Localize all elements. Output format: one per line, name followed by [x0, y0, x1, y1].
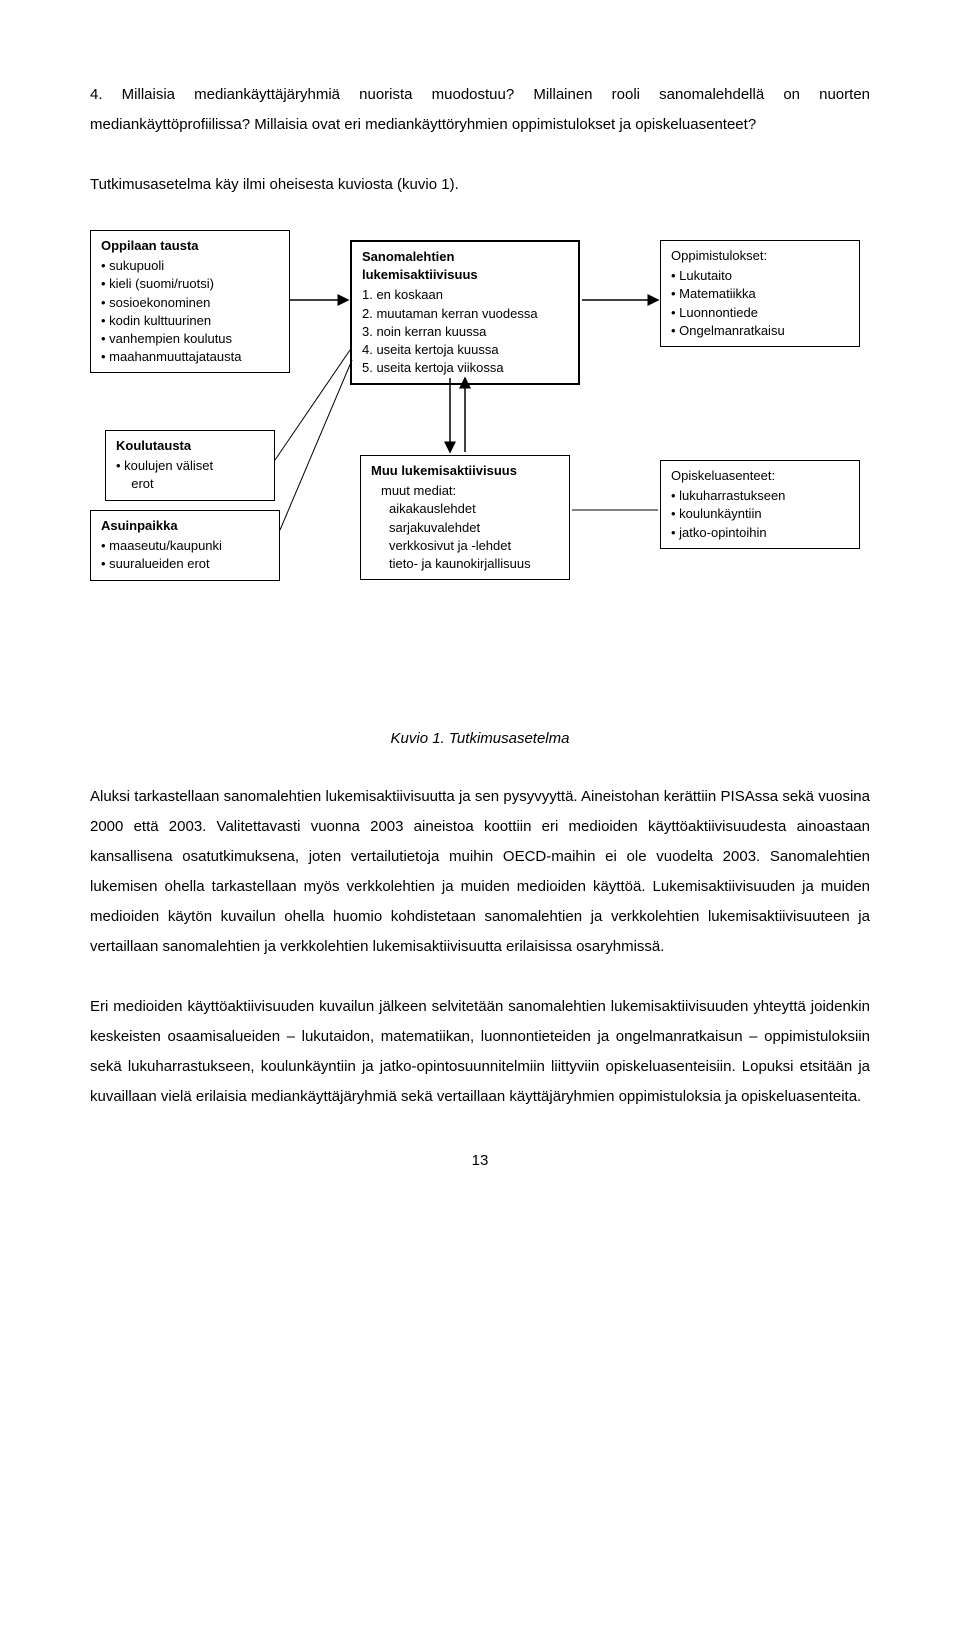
box-oppilaan-tausta: Oppilaan tausta sukupuoli kieli (suomi/r…: [90, 230, 290, 373]
box-item: 2. muutaman kerran vuodessa: [362, 305, 568, 323]
box-item: 1. en koskaan: [362, 286, 568, 304]
box-title: Koulutausta: [116, 437, 264, 455]
box-item: 3. noin kerran kuussa: [362, 323, 568, 341]
box-title: Sanomalehtienlukemisaktiivisuus: [362, 248, 568, 284]
figure-caption: Kuvio 1. Tutkimusasetelma: [90, 730, 870, 747]
box-item: aikakauslehdet: [371, 500, 559, 518]
question-text: Millaisia mediankäyttäjäryhmiä nuorista …: [90, 86, 870, 133]
intro-line: Tutkimusasetelma käy ilmi oheisesta kuvi…: [90, 170, 870, 200]
box-item: sarjakuvalehdet: [371, 519, 559, 537]
box-item: 5. useita kertoja viikossa: [362, 359, 568, 377]
box-item: vanhempien koulutus: [101, 330, 279, 348]
box-item: 4. useita kertoja kuussa: [362, 341, 568, 359]
box-item: sukupuoli: [101, 257, 279, 275]
box-muu-lukemisaktiivisuus: Muu lukemisaktiivisuus muut mediat: aika…: [360, 455, 570, 580]
box-item: kodin kulttuurinen: [101, 312, 279, 330]
box-item: lukuharrastukseen: [671, 487, 849, 505]
box-item: kieli (suomi/ruotsi): [101, 275, 279, 293]
box-item: maaseutu/kaupunki: [101, 537, 269, 555]
box-item: Ongelmanratkaisu: [671, 322, 849, 340]
question-paragraph: 4. Millaisia mediankäyttäjäryhmiä nuoris…: [90, 80, 870, 140]
box-item: Lukutaito: [671, 267, 849, 285]
box-item: suuralueiden erot: [101, 555, 269, 573]
box-item: verkkosivut ja -lehdet: [371, 537, 559, 555]
box-item: koulujen väliset erot: [116, 457, 264, 493]
box-item: sosioekonominen: [101, 294, 279, 312]
research-diagram: Oppilaan tausta sukupuoli kieli (suomi/r…: [90, 230, 870, 710]
box-item: koulunkäyntiin: [671, 505, 849, 523]
box-item: Luonnontiede: [671, 304, 849, 322]
box-item: Matematiikka: [671, 285, 849, 303]
box-sub: muut mediat:: [371, 482, 559, 500]
body-paragraph-2: Eri medioiden käyttöaktiivisuuden kuvail…: [90, 992, 870, 1112]
box-item: jatko-opintoihin: [671, 524, 849, 542]
question-number: 4.: [90, 86, 103, 103]
box-asuinpaikka: Asuinpaikka maaseutu/kaupunki suuralueid…: [90, 510, 280, 581]
box-item: tieto- ja kaunokirjallisuus: [371, 555, 559, 573]
box-sanomalehtien: Sanomalehtienlukemisaktiivisuus 1. en ko…: [350, 240, 580, 385]
body-paragraph-1: Aluksi tarkastellaan sanomalehtien lukem…: [90, 782, 870, 962]
box-oppimistulokset: Oppimistulokset: Lukutaito Matematiikka …: [660, 240, 860, 347]
box-title: Asuinpaikka: [101, 517, 269, 535]
box-title: Oppimistulokset:: [671, 247, 849, 265]
box-opiskeluasenteet: Opiskeluasenteet: lukuharrastukseen koul…: [660, 460, 860, 549]
box-koulutausta: Koulutausta koulujen väliset erot: [105, 430, 275, 501]
box-title: Muu lukemisaktiivisuus: [371, 462, 559, 480]
box-title: Oppilaan tausta: [101, 237, 279, 255]
box-title: Opiskeluasenteet:: [671, 467, 849, 485]
page-number: 13: [90, 1152, 870, 1169]
box-item: maahanmuuttajatausta: [101, 348, 279, 366]
